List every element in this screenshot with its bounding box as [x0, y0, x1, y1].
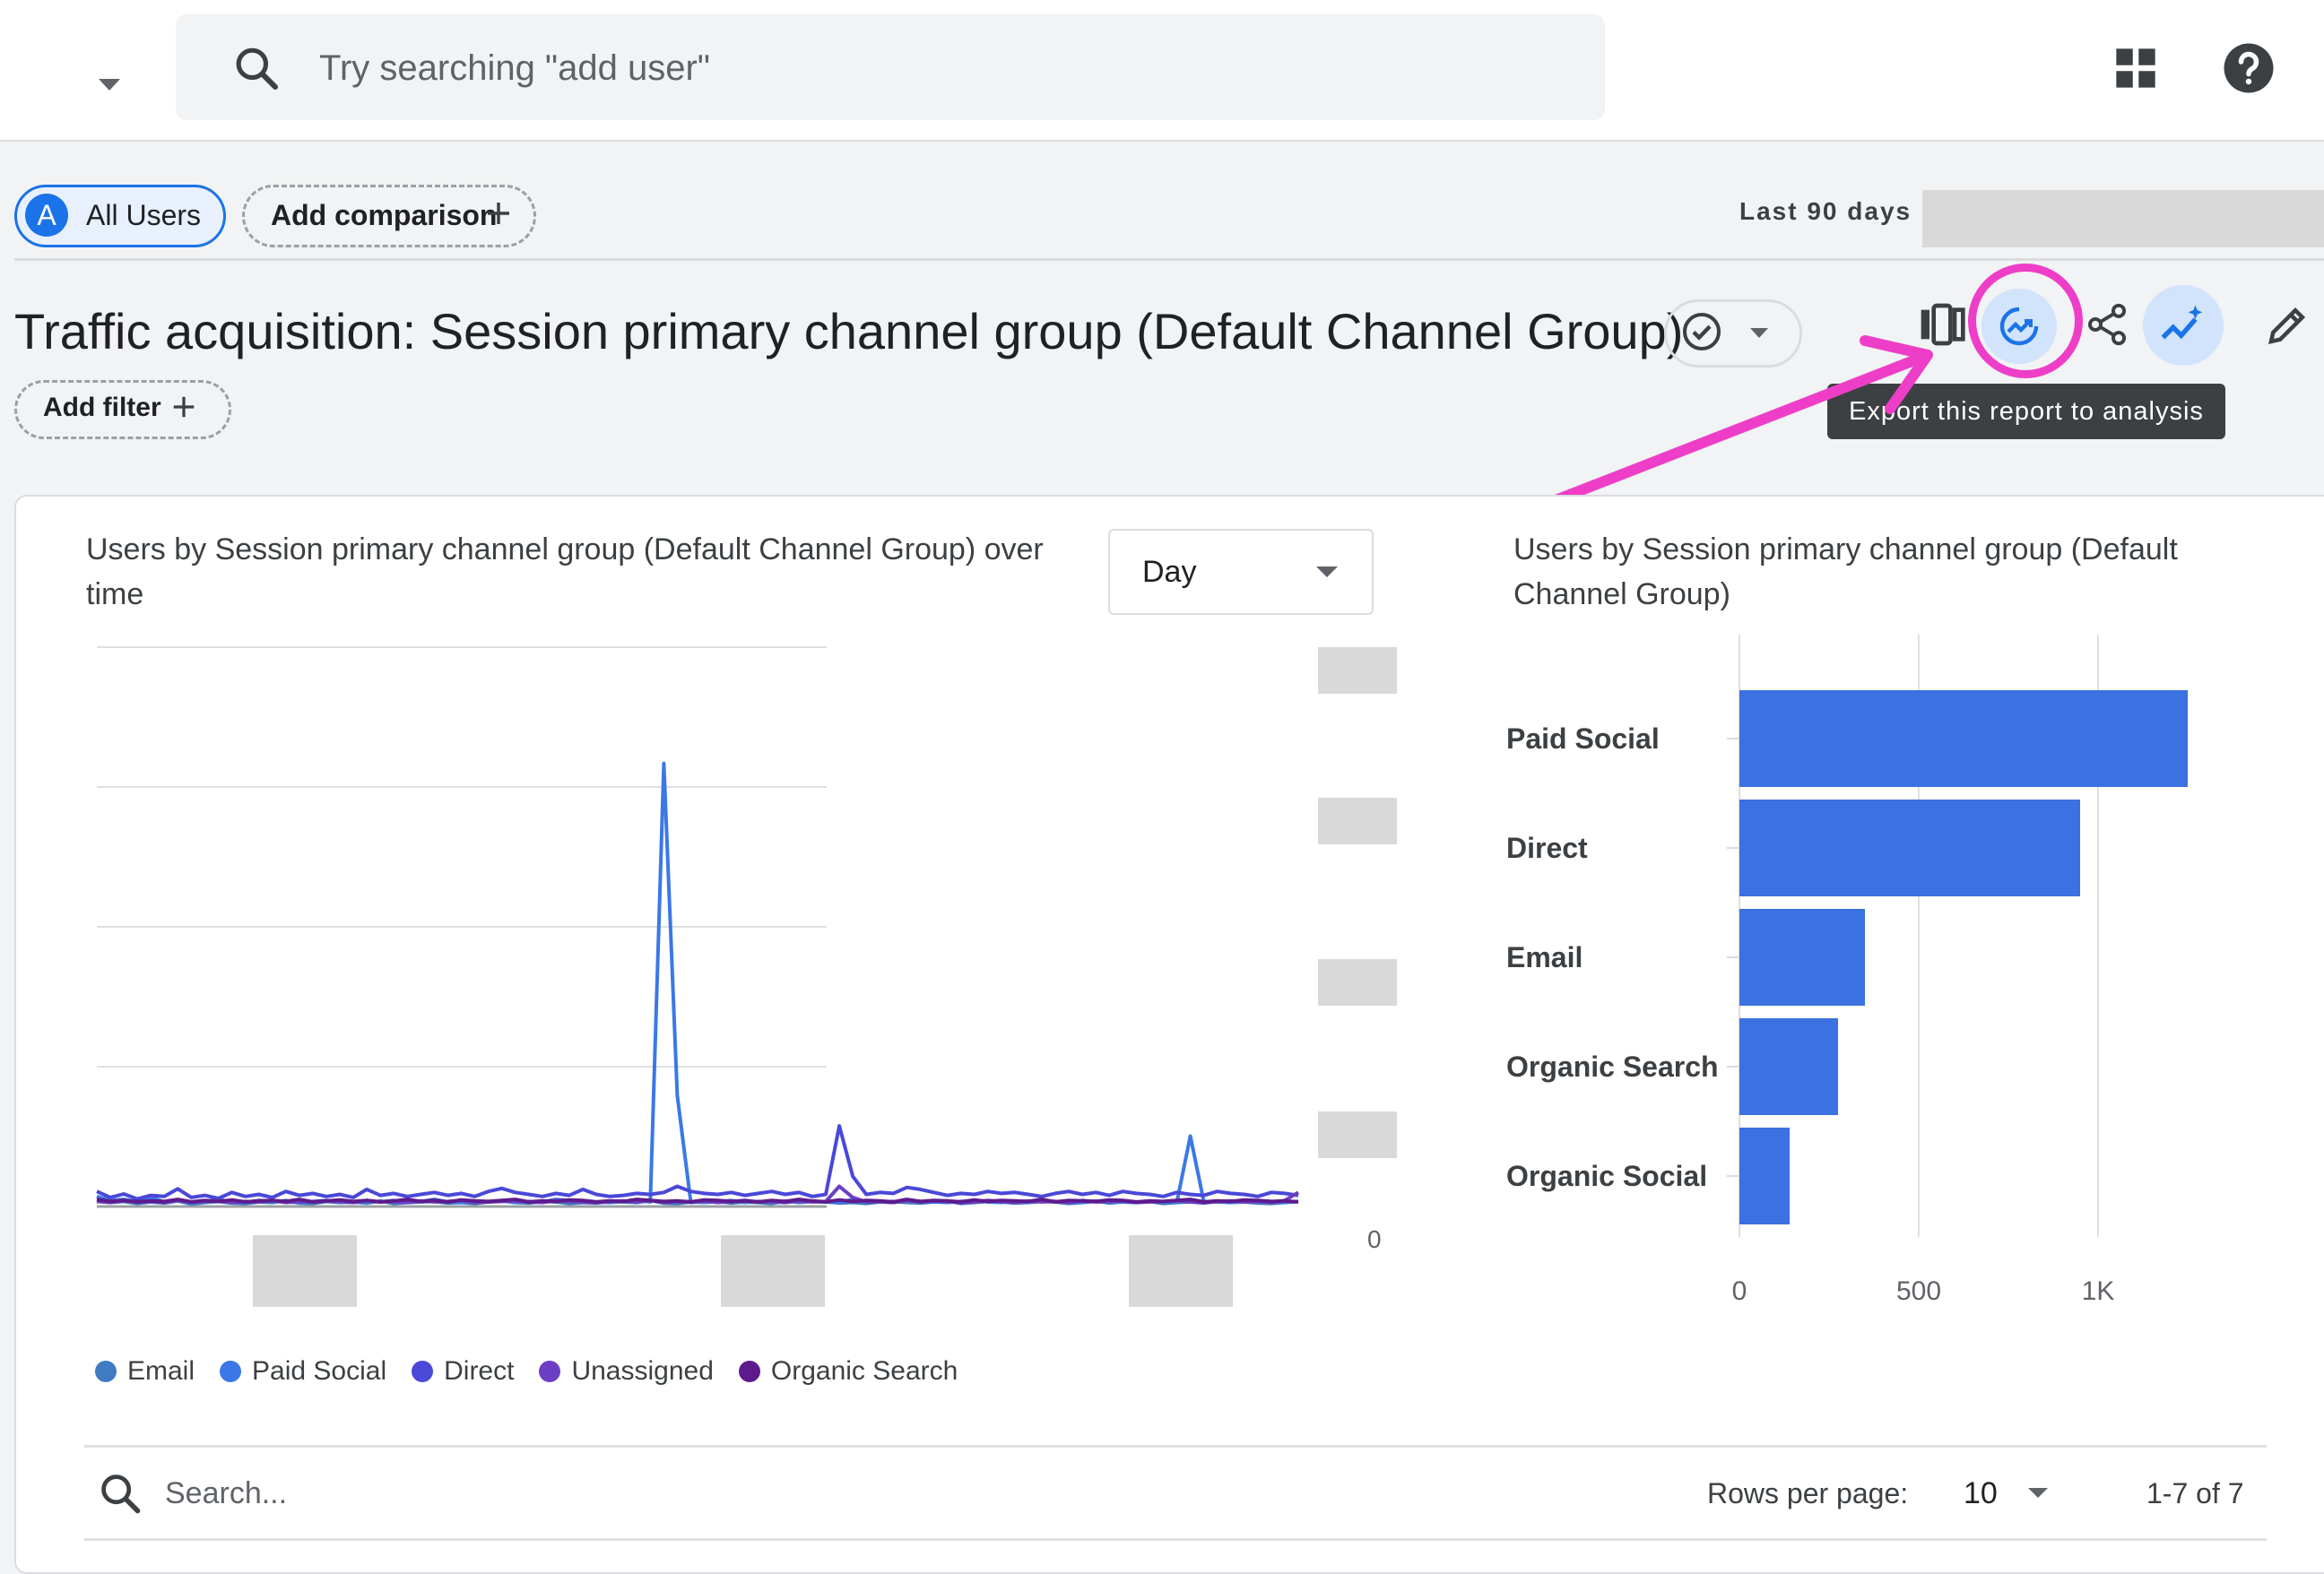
table-search-input[interactable]: Search...	[165, 1476, 288, 1510]
bar-direct	[1739, 800, 2080, 896]
legend-dot	[738, 1361, 760, 1382]
legend-item[interactable]: Direct	[412, 1356, 514, 1387]
highlight-circle	[1968, 264, 2083, 378]
line-chart-legend: Email Paid Social Direct Unassigned Organic …	[95, 1353, 958, 1389]
search-icon	[101, 1475, 141, 1514]
plus-icon	[488, 203, 509, 224]
legend-label: Unassigned	[571, 1356, 714, 1386]
report-card	[14, 495, 2324, 1574]
category-label: Paid Social	[1506, 722, 1660, 755]
bar-paid-social	[1739, 690, 2188, 787]
page-title: Traffic acquisition: Session primary cha…	[14, 303, 1684, 359]
x-tick-label: 0	[1732, 1276, 1747, 1306]
legend-item[interactable]: Organic Search	[738, 1356, 958, 1387]
category-label: Organic Social	[1506, 1160, 1707, 1192]
check-circle-icon	[1683, 313, 1721, 350]
x-tick-redacted	[721, 1235, 825, 1307]
legend-label: Email	[127, 1356, 195, 1386]
y-tick-redacted	[1318, 647, 1397, 694]
account-chevron-down-icon[interactable]	[99, 79, 120, 91]
category-label: Organic Search	[1506, 1051, 1719, 1083]
insights-button[interactable]	[2143, 285, 2224, 366]
add-filter-label: Add filter	[43, 393, 161, 422]
line-chart-title: Users by Session primary channel group (…	[86, 532, 1044, 611]
edit-pencil-icon[interactable]	[2263, 301, 2311, 350]
interval-dropdown[interactable]	[1108, 529, 1374, 615]
annotation-arrow	[1546, 335, 1933, 507]
legend-dot	[95, 1361, 117, 1382]
x-tick-redacted	[253, 1235, 357, 1307]
series-line-organic-search	[96, 1198, 1299, 1204]
legend-dot	[539, 1361, 561, 1382]
rows-per-page-label: Rows per page:	[1707, 1477, 1909, 1509]
category-label: Direct	[1506, 832, 1588, 864]
legend-dot	[412, 1361, 434, 1382]
share-icon[interactable]	[2084, 301, 2130, 348]
insights-sparkle-icon	[2161, 305, 2203, 340]
chevron-down-icon	[1316, 566, 1338, 577]
legend-item[interactable]: Email	[95, 1356, 195, 1387]
legend-label: Direct	[444, 1356, 515, 1386]
category-label: Email	[1506, 941, 1583, 973]
x-tick-label: 500	[1896, 1276, 1941, 1306]
divider	[84, 1445, 2267, 1448]
report-status-dropdown[interactable]	[1664, 299, 1802, 368]
pagination-range: 1-7 of 7	[2146, 1477, 2244, 1509]
date-range-redacted	[1922, 190, 2324, 247]
divider	[84, 1538, 2267, 1541]
x-tick-redacted	[1129, 1235, 1233, 1307]
legend-label: Organic Search	[770, 1356, 958, 1386]
apps-grid-icon[interactable]	[2112, 45, 2159, 91]
segment-badge: A	[25, 194, 68, 237]
add-comparison-button[interactable]	[242, 185, 536, 247]
legend-dot	[220, 1361, 242, 1382]
add-comparison-label: Add comparison	[271, 199, 498, 231]
x-tick-label: 1K	[2082, 1276, 2115, 1306]
bar-email	[1739, 909, 1865, 1006]
y-tick-label: 0	[1367, 1225, 1382, 1253]
chevron-down-icon	[1750, 328, 1768, 338]
bar-chart-title: Users by Session primary channel group (…	[1513, 532, 2178, 611]
bar-chart: 0 500 1K Paid Social Direct Email Organic Sear…	[1506, 635, 2188, 1306]
legend-label: Paid Social	[252, 1356, 387, 1386]
line-chart: 0	[96, 646, 1397, 1307]
series-line-paid-social	[96, 761, 1299, 1205]
add-filter-button[interactable]	[14, 380, 231, 439]
segment-label: All Users	[86, 199, 202, 231]
series-line-direct	[96, 1124, 1299, 1201]
bar-organic-social	[1739, 1128, 1790, 1224]
plus-icon	[173, 396, 195, 418]
date-range-label[interactable]: Last 90 days	[1739, 197, 1912, 225]
search-icon	[236, 48, 279, 91]
y-tick-redacted	[1318, 798, 1397, 844]
divider	[14, 258, 2324, 261]
search-bar[interactable]	[176, 14, 1605, 120]
legend-item[interactable]: Paid Social	[220, 1356, 386, 1387]
interval-value: Day	[1142, 555, 1197, 589]
rows-per-page-select[interactable]: 10	[1964, 1476, 1998, 1510]
bar-organic-search	[1739, 1018, 1838, 1115]
y-tick-redacted	[1318, 1111, 1397, 1158]
chevron-down-icon[interactable]	[2028, 1488, 2048, 1498]
help-icon[interactable]	[2222, 41, 2276, 95]
compare-icon[interactable]	[1917, 299, 1967, 350]
search-input[interactable]: Try searching "add user"	[319, 48, 710, 88]
y-tick-redacted	[1318, 959, 1397, 1006]
legend-item[interactable]: Unassigned	[539, 1356, 714, 1387]
